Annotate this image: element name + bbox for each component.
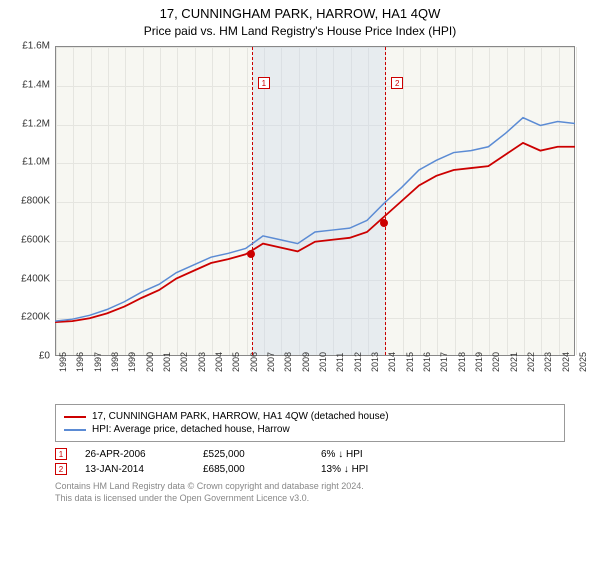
x-tick-label: 2017 (439, 352, 449, 372)
sale-marker-dot (380, 219, 388, 227)
x-tick-label: 1997 (93, 352, 103, 372)
footer-line1: Contains HM Land Registry data © Crown c… (55, 481, 565, 493)
x-tick-label: 2022 (526, 352, 536, 372)
chart-container: £0£200K£400K£600K£800K£1.0M£1.2M£1.4M£1.… (35, 46, 595, 396)
x-tick-label: 2023 (543, 352, 553, 372)
x-tick-label: 2007 (266, 352, 276, 372)
x-tick-label: 2006 (249, 352, 259, 372)
y-tick-label: £1.6M (10, 41, 50, 52)
x-tick-label: 2020 (491, 352, 501, 372)
x-tick-label: 2015 (405, 352, 415, 372)
sale-row: 213-JAN-2014£685,00013% ↓ HPI (55, 463, 565, 475)
footer-line2: This data is licensed under the Open Gov… (55, 493, 565, 505)
y-tick-label: £0 (10, 351, 50, 362)
x-tick-label: 2001 (162, 352, 172, 372)
y-tick-label: £1.4M (10, 79, 50, 90)
y-tick-label: £400K (10, 273, 50, 284)
x-tick-label: 2003 (197, 352, 207, 372)
x-tick-label: 2008 (283, 352, 293, 372)
y-tick-label: £1.0M (10, 157, 50, 168)
x-tick-label: 2011 (335, 353, 345, 372)
x-tick-label: 2025 (578, 352, 588, 372)
footer-text: Contains HM Land Registry data © Crown c… (55, 481, 565, 504)
x-tick-label: 1996 (75, 352, 85, 372)
chart-title: 17, CUNNINGHAM PARK, HARROW, HA1 4QW (0, 6, 600, 21)
x-tick-label: 1998 (110, 352, 120, 372)
x-tick-label: 2010 (318, 352, 328, 372)
x-tick-label: 2000 (145, 352, 155, 372)
x-tick-label: 2002 (179, 352, 189, 372)
x-tick-label: 1999 (127, 352, 137, 372)
legend: 17, CUNNINGHAM PARK, HARROW, HA1 4QW (de… (55, 404, 565, 442)
x-tick-label: 1995 (58, 352, 68, 372)
x-tick-label: 2012 (353, 352, 363, 372)
y-tick-label: £600K (10, 234, 50, 245)
x-tick-label: 2004 (214, 352, 224, 372)
x-tick-label: 2014 (387, 352, 397, 372)
legend-item: HPI: Average price, detached house, Harr… (64, 424, 556, 435)
y-tick-label: £800K (10, 196, 50, 207)
y-tick-label: £1.2M (10, 118, 50, 129)
x-tick-label: 2024 (561, 352, 571, 372)
x-tick-label: 2005 (231, 352, 241, 372)
x-tick-label: 2016 (422, 352, 432, 372)
legend-item: 17, CUNNINGHAM PARK, HARROW, HA1 4QW (de… (64, 411, 556, 422)
x-tick-label: 2018 (457, 352, 467, 372)
sale-marker-label: 1 (258, 77, 270, 89)
x-tick-label: 2019 (474, 352, 484, 372)
sale-marker-label: 2 (391, 77, 403, 89)
x-tick-label: 2009 (301, 352, 311, 372)
sales-table: 126-APR-2006£525,0006% ↓ HPI 213-JAN-2014… (55, 448, 565, 475)
sale-row: 126-APR-2006£525,0006% ↓ HPI (55, 448, 565, 460)
y-tick-label: £200K (10, 312, 50, 323)
chart-subtitle: Price paid vs. HM Land Registry's House … (0, 24, 600, 38)
line-layer (55, 46, 575, 356)
sale-marker-dot (247, 250, 255, 258)
x-tick-label: 2013 (370, 352, 380, 372)
series-hpi (55, 118, 575, 321)
x-tick-label: 2021 (509, 352, 519, 372)
